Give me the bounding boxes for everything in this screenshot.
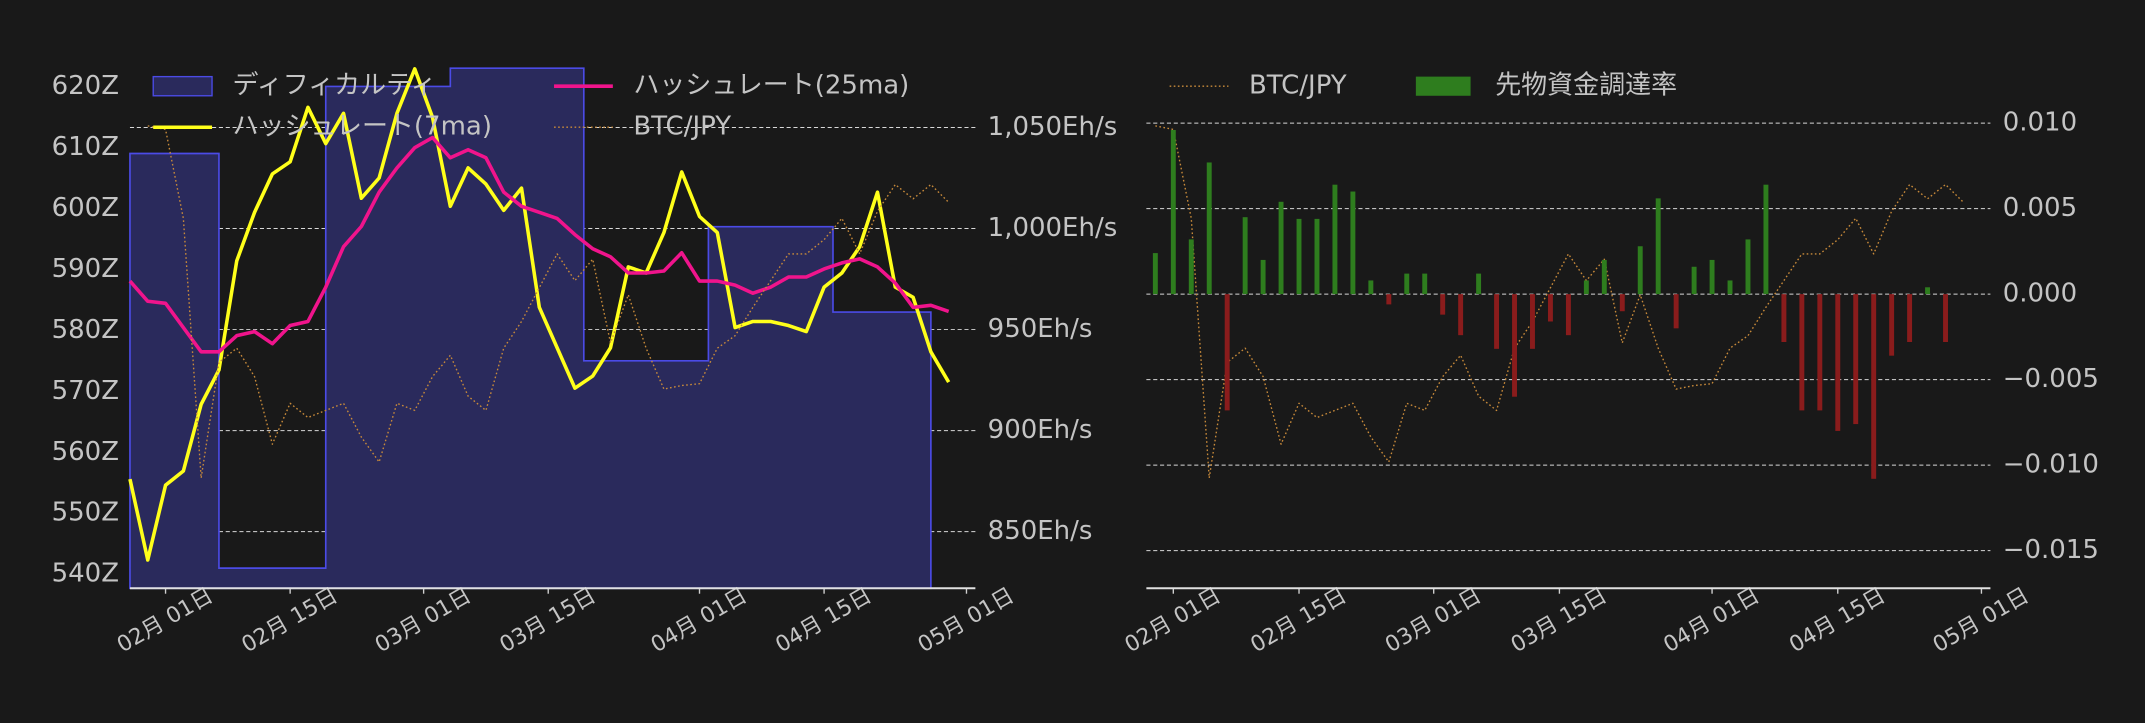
funding-bar	[1422, 273, 1428, 295]
y-tick-label: 610Z	[52, 132, 119, 162]
funding-bar	[1188, 239, 1194, 295]
y2-tick-label: 900Eh/s	[988, 415, 1093, 445]
x-tick-label: 04月 15日	[1785, 583, 1890, 658]
funding-bar	[1745, 239, 1751, 295]
y2-tick-label: −0.010	[2003, 450, 2099, 480]
x-tick-label: 02月 15日	[1246, 583, 1351, 658]
legend-handle	[152, 75, 213, 97]
funding-bar	[1871, 294, 1877, 479]
y-tick-label: 540Z	[52, 559, 119, 589]
x-tick-label: 03月 15日	[1507, 583, 1612, 658]
y2-tick-label: 0.005	[2003, 193, 2077, 223]
y2-tick-label: 1,000Eh/s	[988, 213, 1118, 243]
x-tick-label: 02月 15日	[238, 583, 343, 658]
funding-bar	[1224, 294, 1230, 411]
x-tick-label: 03月 01日	[371, 583, 476, 658]
x-tick-label: 05月 01日	[914, 583, 1019, 658]
funding-bar	[1152, 253, 1158, 295]
funding-bar	[1799, 294, 1805, 411]
x-tick-label: 03月 15日	[496, 583, 601, 658]
funding-bar	[1691, 266, 1697, 295]
legend-label: ハッシュレート(7ma)	[233, 112, 492, 142]
funding-bar	[1242, 217, 1248, 295]
funding-bar	[1314, 218, 1320, 295]
difficulty-area	[129, 67, 932, 590]
legend-label: BTC/JPY	[633, 112, 731, 142]
funding-bar	[1889, 294, 1895, 356]
funding-bar	[1404, 273, 1410, 295]
x-tick-label: 02月 01日	[1121, 583, 1226, 658]
funding-bar	[1260, 259, 1266, 295]
line	[128, 67, 951, 562]
funding-bar	[1368, 280, 1374, 295]
legend-label: BTC/JPY	[1249, 71, 1347, 101]
y-tick-label: 550Z	[52, 498, 119, 528]
y2-tick-label: 0.000	[2003, 279, 2077, 309]
funding-bar	[1619, 294, 1625, 312]
funding-bar	[1547, 294, 1553, 322]
funding-bar	[1637, 246, 1643, 295]
funding-bar	[1332, 184, 1338, 295]
y-tick-label: 570Z	[52, 376, 119, 406]
funding-bar	[1709, 259, 1715, 295]
funding-bar	[1781, 294, 1787, 343]
funding-bar	[1206, 162, 1212, 295]
funding-bar	[1907, 294, 1913, 343]
funding-bar	[1943, 294, 1948, 343]
funding-bar	[1853, 294, 1859, 425]
dotted-line	[1155, 125, 1964, 479]
funding-bar	[1655, 198, 1661, 295]
funding-bar	[1458, 294, 1464, 336]
funding-bar	[1673, 294, 1679, 329]
funding-bar	[1727, 280, 1733, 295]
funding-bar	[1476, 273, 1482, 295]
funding-bar	[1925, 287, 1931, 295]
x-tick-label: 03月 01日	[1381, 583, 1486, 658]
line	[128, 135, 950, 354]
funding-bar	[1494, 294, 1500, 349]
funding-bar	[1565, 294, 1571, 336]
y2-tick-label: 850Eh/s	[988, 516, 1093, 546]
legend-handle	[1415, 76, 1471, 96]
funding-bar	[1763, 184, 1769, 295]
funding-bar	[1817, 294, 1823, 411]
x-tick-label: 02月 01日	[113, 583, 218, 658]
funding-bar	[1170, 129, 1176, 295]
y2-tick-label: −0.015	[2003, 535, 2099, 565]
funding-bar	[1278, 201, 1284, 295]
legend-label: ディフィカルティ	[233, 71, 437, 101]
dotted-line	[147, 125, 950, 479]
y-tick-label: 590Z	[52, 254, 119, 284]
y2-tick-label: 1,050Eh/s	[988, 112, 1118, 142]
y2-tick-label: −0.005	[2003, 364, 2099, 394]
funding-bar	[1583, 280, 1589, 295]
funding-bar	[1386, 294, 1392, 305]
funding-bar	[1530, 294, 1535, 349]
x-tick-label: 04月 01日	[647, 583, 752, 658]
funding-bar	[1601, 259, 1607, 295]
funding-bar	[1440, 294, 1446, 315]
y-tick-label: 620Z	[52, 71, 119, 101]
y-tick-label: 580Z	[52, 315, 119, 345]
x-tick-label: 04月 15日	[772, 583, 877, 658]
x-tick-label: 04月 01日	[1660, 583, 1765, 658]
legend-label: ハッシュレート(25ma)	[633, 71, 909, 101]
x-tick-label: 05月 01日	[1929, 583, 2034, 658]
funding-bar	[1512, 294, 1517, 397]
y2-tick-label: 950Eh/s	[988, 314, 1093, 344]
legend-label: 先物資金調達率	[1495, 71, 1677, 101]
y-tick-label: 560Z	[52, 437, 119, 467]
funding-bar	[1835, 294, 1841, 431]
funding-bar	[1350, 191, 1356, 295]
y2-tick-label: 0.010	[2003, 108, 2077, 138]
funding-bar	[1296, 218, 1302, 295]
y-tick-label: 600Z	[52, 193, 119, 223]
